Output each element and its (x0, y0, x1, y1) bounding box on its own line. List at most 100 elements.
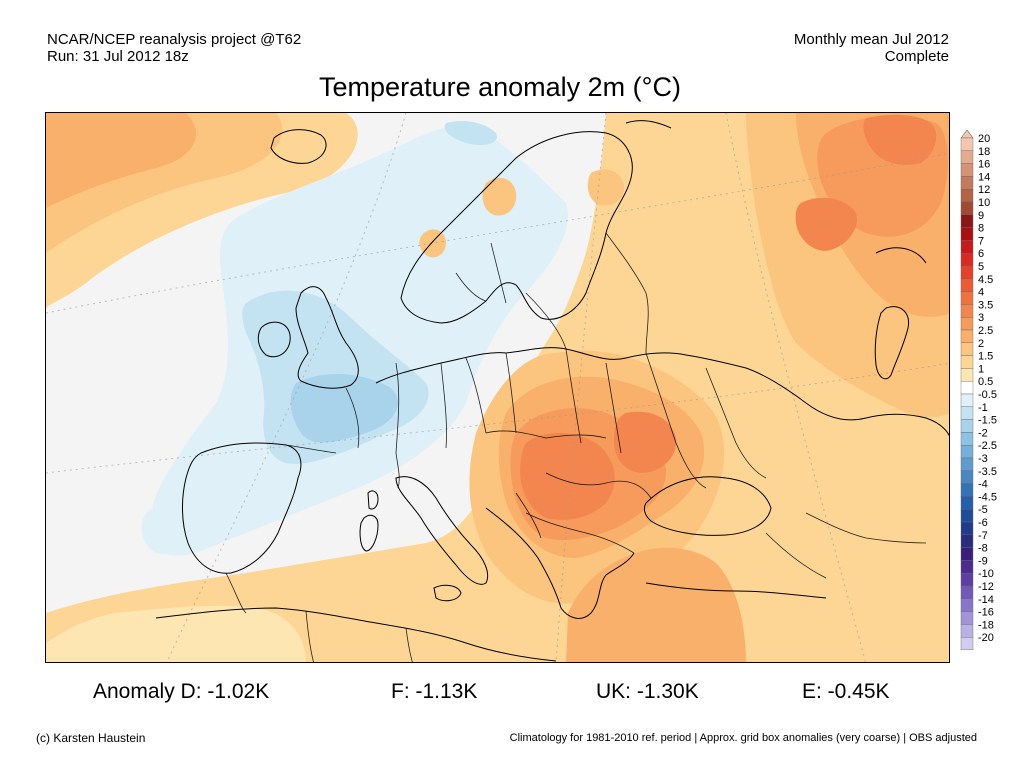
border-line (805, 512, 927, 544)
header-right: Monthly mean Jul 2012 Complete (794, 31, 949, 65)
border-line (605, 362, 622, 454)
coastline-caspian (874, 306, 910, 380)
cold-zone-4 (290, 373, 398, 443)
colorbar-swatch (960, 483, 974, 497)
coastline-iceland (270, 129, 327, 164)
border-line (515, 492, 542, 539)
color-bar: 20 18 16 14 12 10 9 8 7 6 5 4.5 4 3.5 3 2.5 2 1.5 1 0.5 -0.5… (955, 129, 1024, 659)
warm-zone-17 (482, 177, 517, 216)
run-label: Run: 31 Jul 2012 18z (47, 48, 189, 65)
colorbar-swatch (960, 624, 974, 638)
colorbar-swatch (960, 342, 974, 356)
colorbar-tick-label: -2.5 (978, 440, 997, 452)
colorbar-tick-label: 4.5 (978, 274, 993, 286)
colorbar-tick-label: 4 (978, 287, 984, 299)
colorbar-tick-label: -1 (978, 402, 988, 414)
colorbar-tick-label: -8 (978, 543, 988, 555)
coastline-italy (395, 476, 489, 585)
colorbar-tick-label: -9 (978, 555, 988, 567)
border-line (305, 610, 314, 662)
colorbar-swatch (960, 163, 974, 177)
colorbar-swatch (960, 406, 974, 420)
graticule (46, 113, 949, 662)
anomaly-map-canvas (46, 113, 949, 662)
footnote: Climatology for 1981-2010 ref. period | … (509, 732, 977, 744)
color-bar-canvas: 201816141210987654.543.532.521.510.5-0.5… (960, 129, 997, 659)
warm-zone-16 (46, 605, 306, 662)
colorbar-swatch (960, 150, 974, 164)
colorbar-tick-label: 9 (978, 210, 984, 222)
colorbar-tick-label: 2 (978, 338, 984, 350)
colorbar-swatch (960, 189, 974, 203)
colorbar-tick-label: -20 (978, 632, 994, 644)
colorbar-swatch (960, 573, 974, 587)
colorbar-tick-label: 18 (978, 146, 990, 158)
model-label: NCAR/NCEP reanalysis project @T62 (47, 31, 302, 48)
coastline-white-sea (625, 120, 672, 129)
colorbar-swatch (960, 380, 974, 395)
coastline-sicily (433, 584, 462, 602)
warm-zone-8 (863, 114, 937, 165)
cold-zone-5 (141, 504, 192, 554)
colorbar-swatch (960, 432, 974, 446)
border-line (645, 352, 707, 489)
border-line (705, 367, 767, 479)
border-line (345, 387, 360, 449)
colorbar-tick-label: 6 (978, 248, 984, 260)
warm-zone-19 (587, 169, 625, 206)
stat-germany: Anomaly D: -1.02K (93, 680, 270, 703)
coastline-north-continent (375, 347, 949, 437)
border-line (765, 532, 827, 579)
colorbar-tick-label: -12 (978, 581, 994, 593)
period-label: Monthly mean Jul 2012 (793, 31, 949, 48)
coastline-ireland (257, 321, 291, 358)
colorbar-swatch (960, 329, 974, 344)
stat-france: F: -1.13K (391, 680, 478, 703)
colorbar-tick-label: -1.5 (978, 415, 997, 427)
colorbar-swatch (960, 637, 974, 651)
colorbar-tick-label: 12 (978, 184, 990, 196)
colorbar-swatch (960, 585, 974, 600)
status-label: Complete (884, 48, 949, 65)
colorbar-tick-label: -14 (978, 594, 994, 606)
warm-zone-14 (614, 411, 677, 473)
colorbar-swatch (960, 368, 974, 382)
coastline-turkey (645, 582, 827, 599)
border-line (455, 272, 487, 302)
border-line (490, 242, 507, 304)
colorbar-tick-label: -7 (978, 530, 988, 542)
border-line (225, 572, 247, 614)
colorbar-swatch (960, 470, 974, 484)
colorbar-swatch (960, 137, 974, 152)
colorbar-tick-label: -6 (978, 517, 988, 529)
colorbar-tick-label: 3 (978, 312, 984, 324)
borders (225, 232, 927, 662)
colorbar-swatch (960, 304, 974, 318)
border-line (405, 627, 413, 662)
colorbar-tick-label: 1 (978, 363, 984, 375)
colorbar-swatch (960, 355, 974, 369)
colorbar-swatch (960, 214, 974, 228)
colorbar-swatch (960, 252, 974, 267)
copyright: (c) Karsten Haustein (36, 731, 146, 745)
colorbar-tick-label: -0.5 (978, 389, 997, 401)
anomaly-map (45, 112, 950, 663)
colorbar-swatch (960, 457, 974, 472)
colorbar-tick-label: -4 (978, 479, 988, 491)
border-line (545, 472, 652, 499)
coastline-corsica (367, 490, 379, 510)
border-line (395, 362, 400, 489)
colorbar-tick-label: -2 (978, 427, 988, 439)
colorbar-tick-label: 0.5 (978, 376, 993, 388)
colorbar-swatch (960, 496, 974, 510)
graticule-line (725, 113, 866, 662)
border-line (465, 357, 487, 434)
coastline-great-britain (295, 286, 359, 389)
border-line (525, 292, 567, 350)
colorbar-swatch (960, 278, 974, 292)
colorbar-tick-label: 20 (978, 133, 990, 145)
colorbar-swatch (960, 291, 974, 305)
colorbar-tick-label: -4.5 (978, 491, 997, 503)
colorbar-swatch (960, 547, 974, 561)
colorbar-swatch (960, 227, 974, 241)
